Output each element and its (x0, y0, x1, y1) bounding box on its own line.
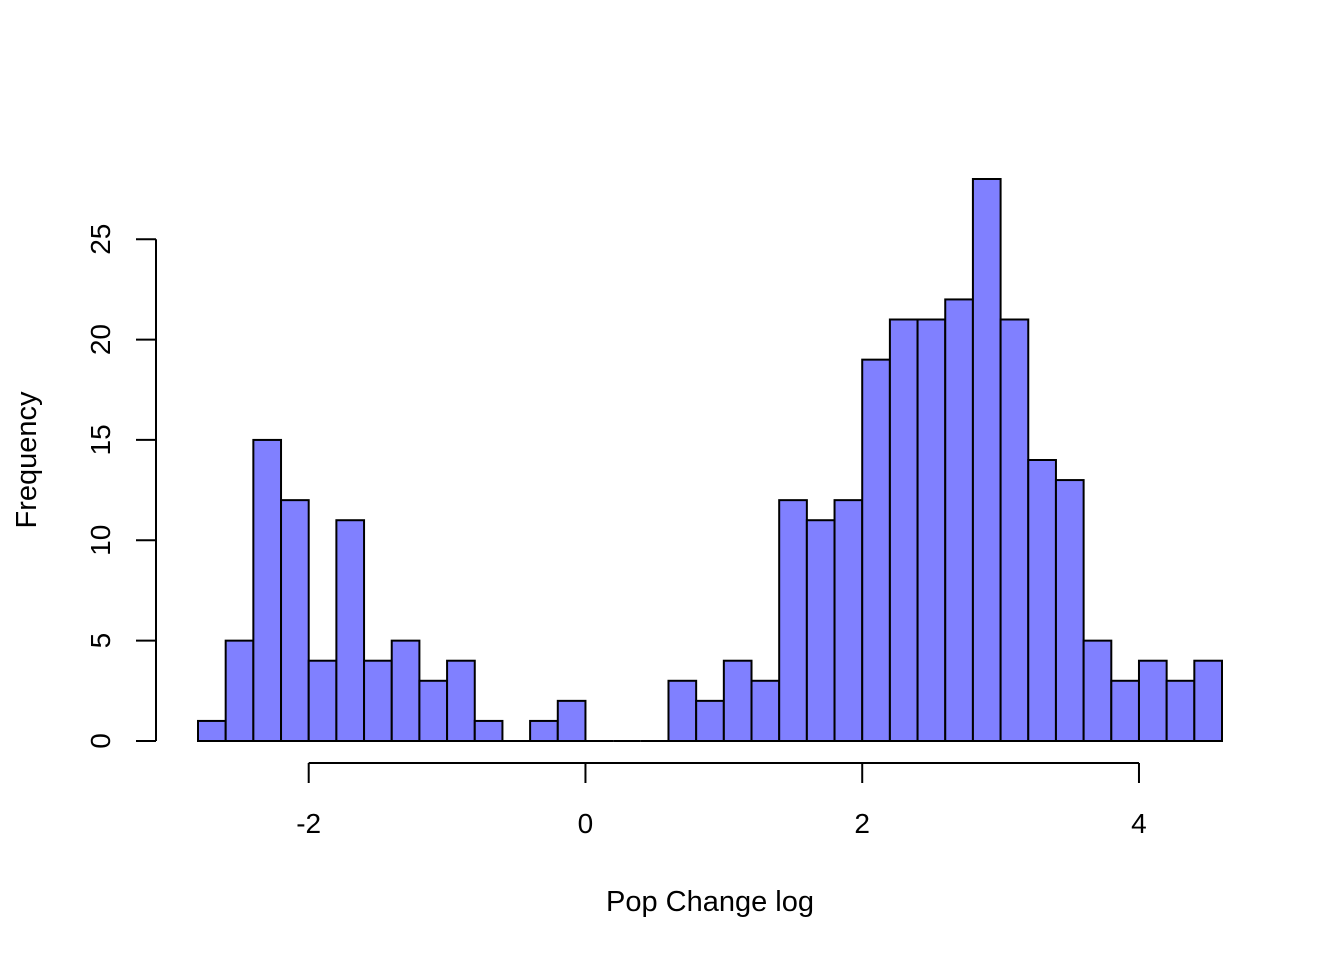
histogram-bar (916, 318, 947, 742)
y-tick-label: 0 (85, 733, 116, 749)
histogram-bar (390, 639, 421, 743)
x-axis-title: Pop Change log (606, 886, 814, 918)
x-tick-label: 0 (578, 808, 594, 839)
x-tick-label: 2 (854, 808, 870, 839)
histogram-bar (1110, 679, 1140, 742)
histogram-bars (197, 178, 1224, 743)
histogram-bar (750, 679, 781, 742)
x-axis: -2 0 2 4 (296, 762, 1147, 839)
histogram-bar (1082, 639, 1113, 743)
y-axis-title: Frequency (11, 391, 43, 529)
y-axis: 0 5 10 15 20 25 (85, 224, 157, 749)
histogram-bar (1193, 659, 1224, 743)
histogram-bar (363, 659, 393, 743)
y-tick-label: 5 (85, 633, 116, 649)
histogram-bar (1027, 459, 1057, 742)
histogram-bar (307, 659, 338, 743)
histogram-bar (999, 318, 1030, 742)
histogram-bar (944, 298, 974, 742)
histogram-bar (252, 438, 283, 742)
x-tick-label: -2 (296, 808, 321, 839)
histogram-bar (418, 679, 449, 742)
histogram-bar (861, 358, 891, 742)
histogram-bar (971, 178, 1002, 742)
histogram-bar (556, 699, 587, 742)
histogram-bar (722, 659, 753, 743)
histogram-bar (446, 659, 476, 743)
histogram-bar (280, 499, 310, 742)
histogram-bar (833, 499, 864, 742)
x-tick-label: 4 (1131, 808, 1147, 839)
histogram-bar (778, 499, 808, 742)
histogram-bar (224, 639, 255, 743)
histogram-bar (888, 318, 919, 742)
y-tick-label: 15 (85, 424, 116, 455)
y-tick-label: 25 (85, 224, 116, 255)
histogram-bar (529, 719, 559, 743)
y-tick-label: 20 (85, 324, 116, 355)
histogram-bar (335, 519, 366, 743)
histogram-bar (805, 519, 836, 743)
histogram-bar (695, 699, 725, 742)
histogram-bar (1054, 479, 1085, 742)
histogram-bar (1165, 679, 1196, 742)
histogram-bar (1137, 659, 1168, 743)
histogram-bar (197, 719, 227, 743)
histogram-bar (667, 679, 698, 742)
y-tick-label: 10 (85, 525, 116, 556)
histogram-bar (473, 719, 504, 743)
